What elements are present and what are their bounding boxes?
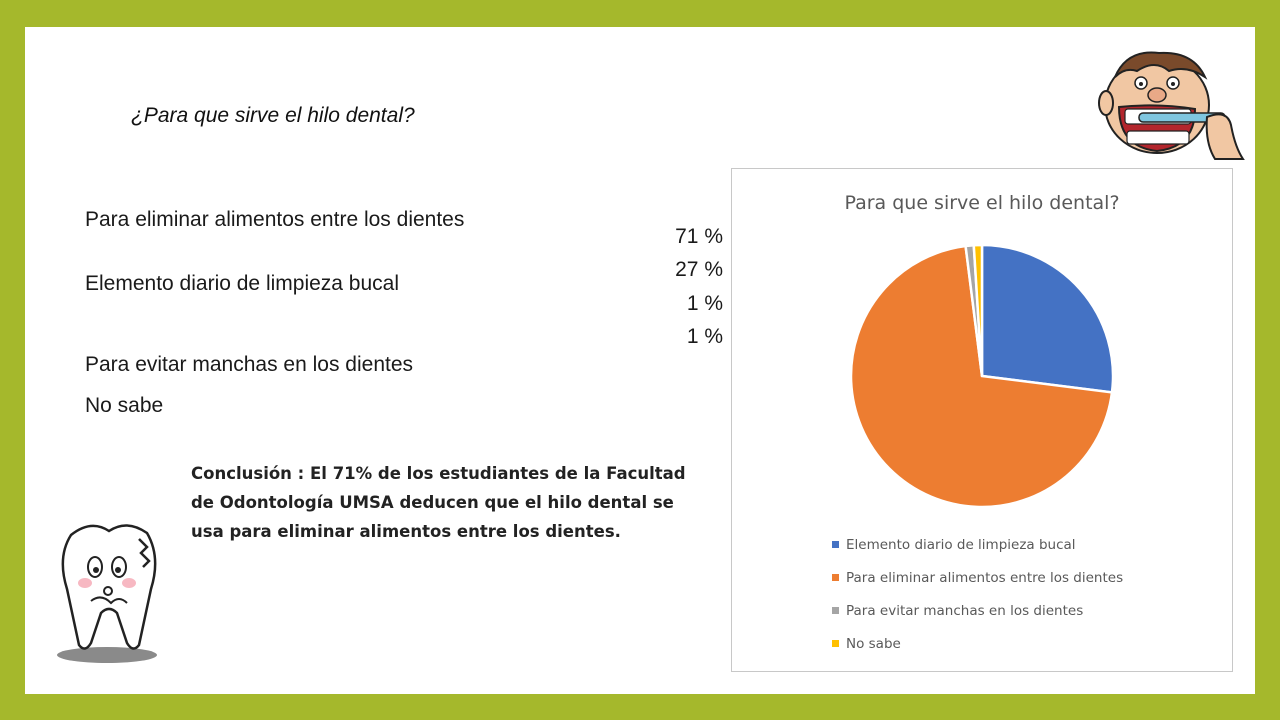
question-title: ¿Para que sirve el hilo dental? xyxy=(131,104,415,127)
legend-label: Elemento diario de limpieza bucal xyxy=(846,537,1076,553)
legend-swatch xyxy=(832,541,839,548)
legend-swatch xyxy=(832,640,839,647)
slide: ¿Para que sirve el hilo dental? Para eli… xyxy=(25,27,1255,694)
pie-chart: Para que sirve el hilo dental? Elemento … xyxy=(832,192,1123,652)
legend-label: Para eliminar alimentos entre los diente… xyxy=(846,570,1123,586)
pie-slice xyxy=(972,243,984,377)
legend-label: Para evitar manchas en los dientes xyxy=(846,603,1083,619)
option-evitar-manchas: Para evitar manchas en los dientes xyxy=(85,353,414,376)
legend-swatch xyxy=(832,574,839,581)
legend-swatch xyxy=(832,607,839,614)
pie-slice xyxy=(849,244,1114,509)
legend-label: No sabe xyxy=(846,636,901,652)
option-no-sabe: No sabe xyxy=(85,394,164,417)
brushing-teeth-cartoon-icon xyxy=(1098,51,1245,160)
pie-slice xyxy=(980,243,1115,394)
pie-chart-panel: Para que sirve el hilo dental? Elemento … xyxy=(731,168,1233,672)
percentage-label: 71 % xyxy=(675,225,723,248)
conclusion-text: Conclusión : El 71% de los estudiantes d… xyxy=(191,464,686,541)
option-limpieza-bucal: Elemento diario de limpieza bucal xyxy=(85,272,400,295)
option-eliminar-alimentos: Para eliminar alimentos entre los diente… xyxy=(85,208,465,231)
chart-title: Para que sirve el hilo dental? xyxy=(844,192,1119,214)
percentage-label: 1 % xyxy=(686,325,723,348)
percentage-label: 27 % xyxy=(675,258,723,281)
percentage-label: 1 % xyxy=(686,292,723,315)
tooth-cartoon-icon xyxy=(57,524,157,663)
